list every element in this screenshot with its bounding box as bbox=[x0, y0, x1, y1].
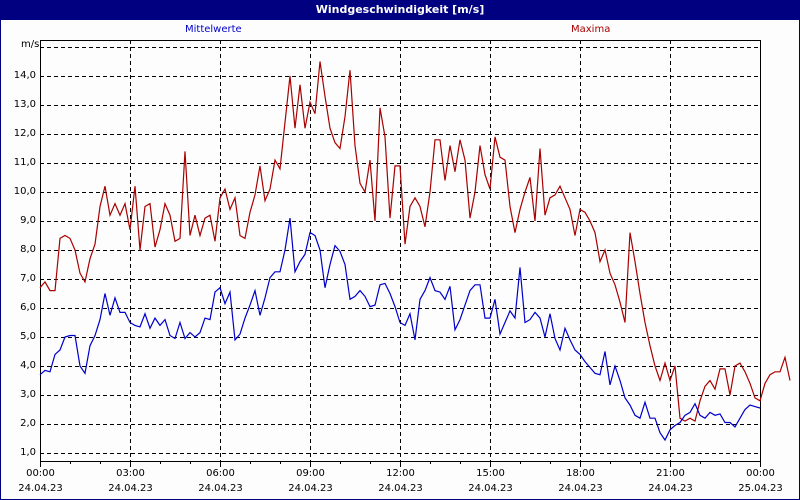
y-tick-label: 10,0 bbox=[13, 185, 36, 197]
y-tick-label: 3,0 bbox=[20, 388, 36, 400]
x-tick-date: 24.04.23 bbox=[108, 483, 153, 494]
x-tick-date: 25.04.23 bbox=[738, 483, 783, 494]
series-mittelwerte-line bbox=[39, 218, 761, 442]
y-tick-label: 9,0 bbox=[20, 214, 36, 226]
x-tick-time: 15:00 bbox=[476, 468, 505, 479]
y-tick-label: 2,0 bbox=[20, 417, 36, 429]
series-maxima-line bbox=[39, 61, 791, 423]
y-tick-label: 4,0 bbox=[20, 359, 36, 371]
y-tick-label: 13,0 bbox=[13, 98, 36, 110]
x-tick-time: 09:00 bbox=[296, 468, 325, 479]
x-axis-ticks bbox=[40, 461, 761, 467]
x-tick-time: 21:00 bbox=[656, 468, 685, 479]
chart-title: Windgeschwindigkeit [m/s] bbox=[0, 0, 800, 20]
legend-mittelwerte: Mittelwerte bbox=[185, 24, 242, 35]
x-tick-time: 06:00 bbox=[206, 468, 235, 479]
y-tick-label: 7,0 bbox=[20, 272, 36, 284]
x-tick-date: 24.04.23 bbox=[648, 483, 693, 494]
x-tick-date: 24.04.23 bbox=[198, 483, 243, 494]
legend-maxima: Maxima bbox=[571, 24, 611, 35]
x-tick-date: 24.04.23 bbox=[378, 483, 423, 494]
x-tick-time: 00:00 bbox=[746, 468, 775, 479]
y-axis-unit: m/s bbox=[21, 39, 40, 50]
x-tick-date: 24.04.23 bbox=[468, 483, 513, 494]
x-tick-time: 18:00 bbox=[566, 468, 595, 479]
x-tick-date: 24.04.23 bbox=[288, 483, 333, 494]
y-tick-label: 12,0 bbox=[13, 127, 36, 139]
x-tick-time: 03:00 bbox=[116, 468, 145, 479]
x-tick-time: 00:00 bbox=[26, 468, 55, 479]
x-tick-date: 24.04.23 bbox=[18, 483, 63, 494]
x-tick-date: 24.04.23 bbox=[558, 483, 603, 494]
y-tick-label: 6,0 bbox=[20, 301, 36, 313]
y-tick-label: 5,0 bbox=[20, 330, 36, 342]
y-tick-label: 8,0 bbox=[20, 243, 36, 255]
y-tick-label: 1,0 bbox=[20, 446, 36, 458]
x-tick-time: 12:00 bbox=[386, 468, 415, 479]
y-tick-label: 11,0 bbox=[13, 156, 36, 168]
y-tick-label: 14,0 bbox=[13, 69, 36, 81]
gridlines bbox=[40, 40, 760, 461]
